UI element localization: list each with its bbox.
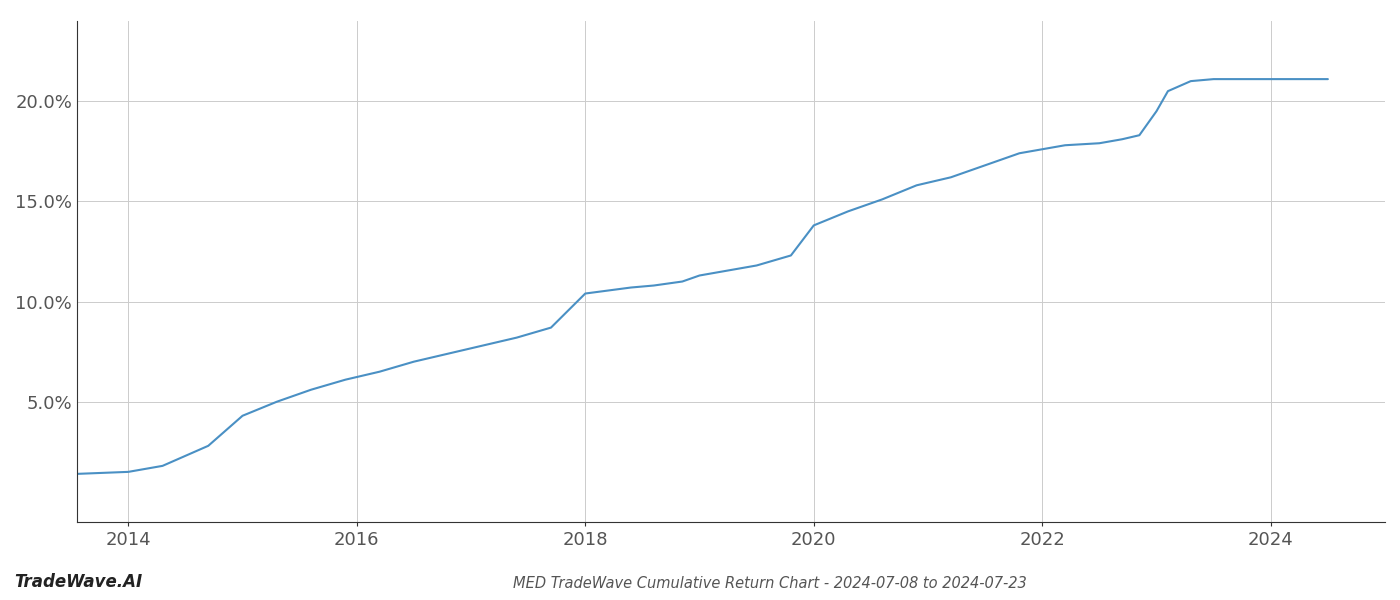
Text: MED TradeWave Cumulative Return Chart - 2024-07-08 to 2024-07-23: MED TradeWave Cumulative Return Chart - …	[514, 576, 1026, 591]
Text: TradeWave.AI: TradeWave.AI	[14, 573, 143, 591]
